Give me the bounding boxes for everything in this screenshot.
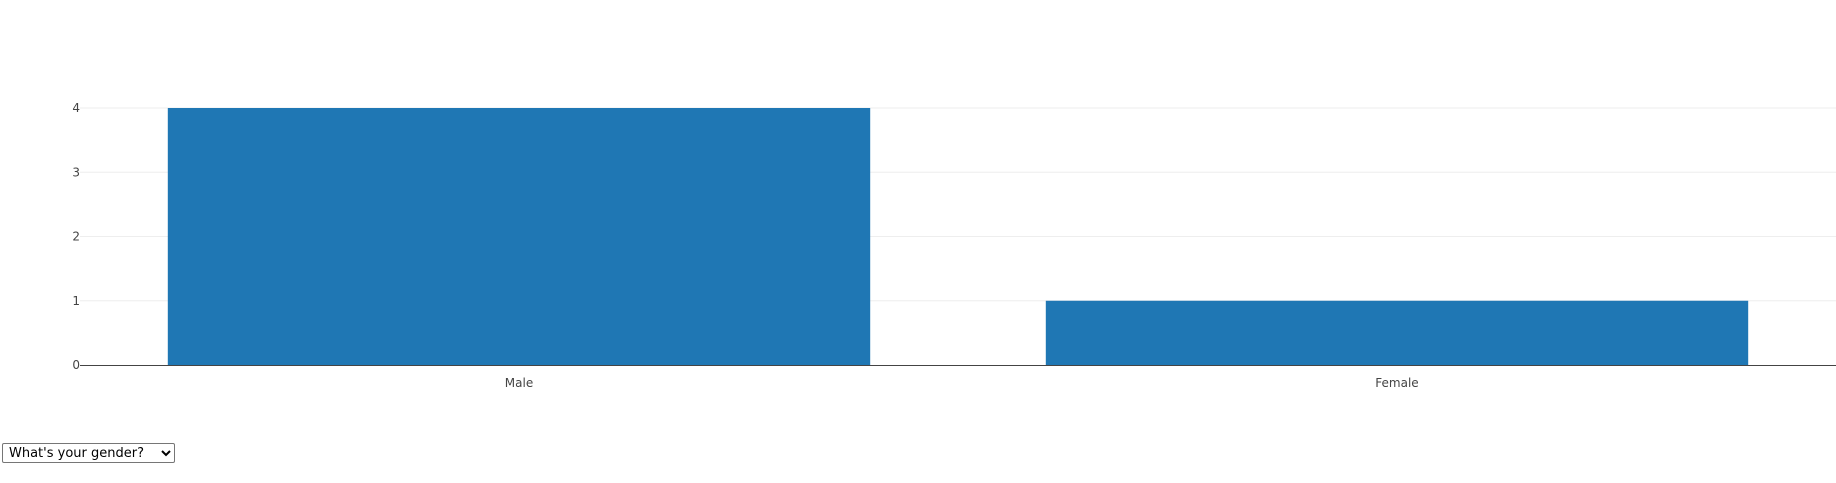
y-axis-ticks: 0 1 2 3 4 [72,101,80,372]
x-tick-label: Female [1375,376,1418,390]
bars [167,108,1749,365]
bar-male[interactable] [167,108,871,365]
y-tick-label: 1 [72,294,80,308]
bar-female[interactable] [1045,300,1749,365]
x-axis-ticks: Male Female [505,376,1419,390]
y-tick-label: 0 [72,358,80,372]
y-tick-label: 2 [72,230,80,244]
y-tick-label: 4 [72,101,80,115]
bar-chart: 0 1 2 3 4 Male Female [72,101,1836,390]
question-select[interactable]: What's your gender? [2,443,175,463]
y-tick-label: 3 [72,165,80,179]
x-tick-label: Male [505,376,533,390]
